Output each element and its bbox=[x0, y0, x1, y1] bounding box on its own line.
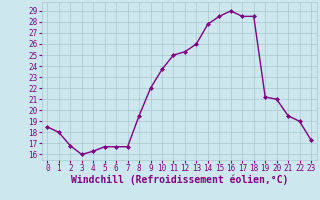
X-axis label: Windchill (Refroidissement éolien,°C): Windchill (Refroidissement éolien,°C) bbox=[70, 175, 288, 185]
